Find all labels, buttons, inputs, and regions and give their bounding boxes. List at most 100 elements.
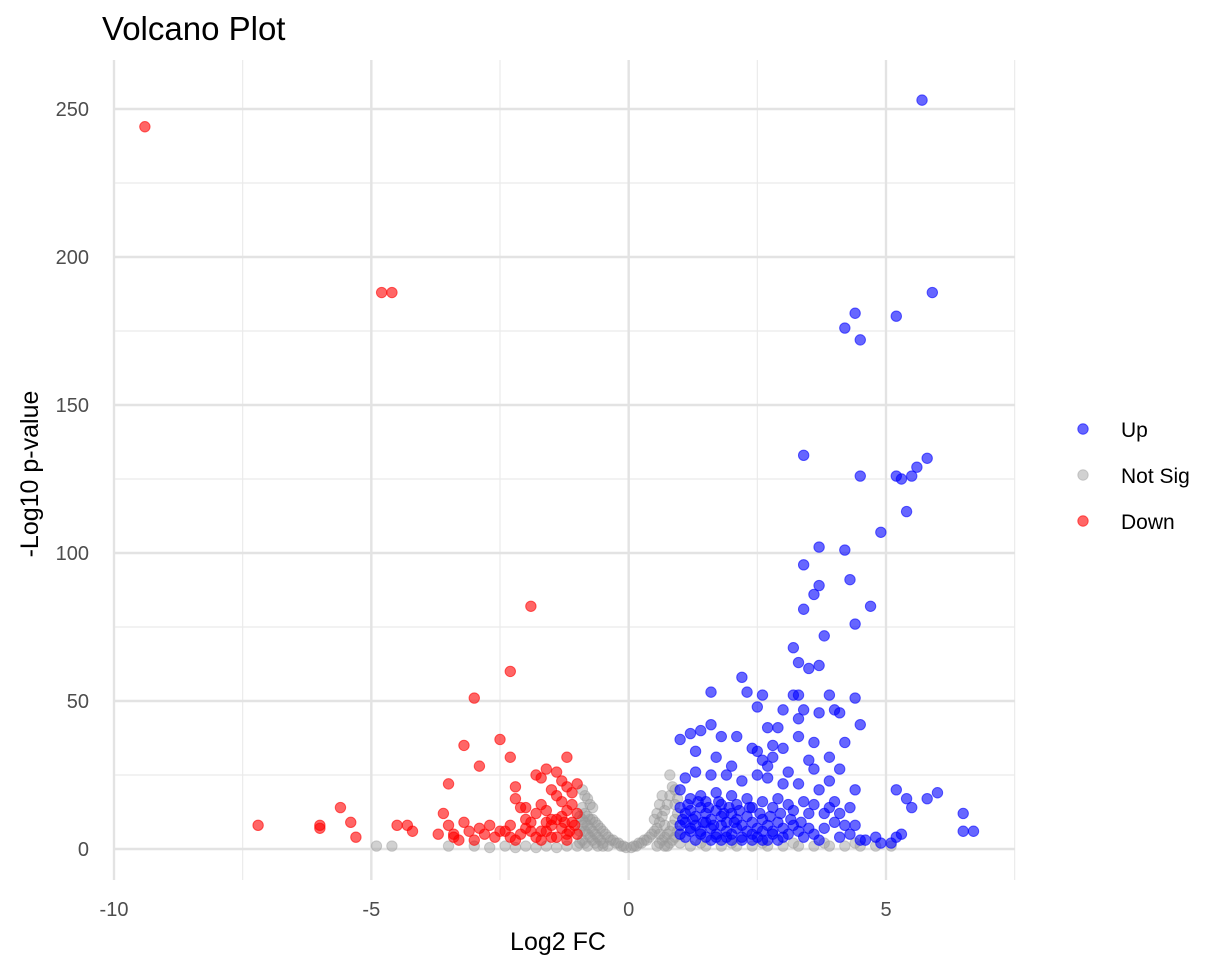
point-up [849, 307, 861, 319]
point-not-sig [586, 813, 599, 826]
point-not-sig [648, 813, 661, 826]
legend-marker-not-sig [1077, 469, 1089, 481]
point-down [504, 751, 516, 763]
y-tick-label: 150 [56, 395, 89, 417]
point-up [813, 659, 825, 672]
point-up [689, 745, 702, 758]
point-down [535, 772, 547, 784]
point-up [792, 713, 805, 725]
point-up [707, 819, 720, 832]
point-up [911, 461, 923, 473]
point-not-sig [633, 837, 645, 849]
point-up [808, 763, 820, 775]
point-up [833, 707, 846, 719]
point-down [571, 778, 583, 790]
point-up [705, 686, 717, 698]
point-up [736, 834, 748, 846]
point-not-sig [646, 828, 658, 840]
point-up [890, 310, 902, 322]
point-not-sig [586, 834, 599, 846]
point-down [442, 819, 455, 832]
point-up [674, 733, 686, 746]
point-up [797, 704, 810, 716]
point-up [777, 704, 789, 716]
point-up [697, 816, 709, 829]
point-up [854, 470, 866, 482]
point-not-sig [584, 813, 596, 826]
point-down [545, 831, 558, 843]
point-not-sig [651, 822, 663, 834]
point-up [875, 526, 887, 538]
point-not-sig [604, 834, 617, 846]
point-up [787, 642, 800, 654]
point-up [705, 718, 717, 731]
point-not-sig [653, 798, 666, 811]
point-down [432, 828, 444, 840]
point-down [375, 286, 388, 299]
point-up [774, 807, 787, 820]
point-up [792, 656, 805, 669]
point-down [391, 819, 403, 832]
point-down [345, 816, 357, 829]
point-down [386, 286, 398, 299]
point-not-sig [638, 834, 650, 846]
point-up [705, 769, 717, 781]
point-up [725, 790, 738, 802]
point-up [792, 730, 805, 743]
point-not-sig [579, 816, 591, 829]
point-down [489, 831, 501, 843]
point-up [725, 760, 738, 772]
point-not-sig [592, 831, 604, 843]
point-up [890, 784, 902, 796]
point-up [764, 810, 776, 823]
point-up [849, 692, 861, 704]
point-down [458, 739, 470, 752]
chart-title: Volcano Plot [102, 10, 285, 47]
point-down [558, 816, 571, 829]
point-up [813, 784, 825, 796]
x-tick-label: -10 [100, 899, 129, 921]
point-not-sig [499, 840, 511, 852]
point-down [540, 816, 553, 829]
point-up [906, 801, 918, 814]
point-up [957, 825, 969, 837]
point-up [702, 801, 715, 814]
point-up [733, 804, 746, 817]
point-not-sig [610, 837, 622, 849]
point-not-sig [656, 790, 668, 802]
point-up [808, 798, 820, 811]
point-not-sig [550, 841, 563, 854]
point-up [756, 689, 769, 701]
point-up [833, 831, 846, 843]
point-down [473, 760, 486, 772]
point-not-sig [584, 831, 596, 843]
point-down [468, 692, 480, 704]
point-up [777, 831, 789, 843]
point-up [767, 739, 779, 752]
point-up [849, 819, 861, 832]
point-not-sig [597, 825, 609, 837]
point-down [509, 781, 522, 793]
point-down [334, 801, 347, 814]
point-not-sig [589, 816, 601, 829]
point-up [854, 334, 866, 346]
point-up [761, 721, 774, 734]
point-up [756, 834, 769, 846]
point-up [692, 795, 704, 808]
point-not-sig [579, 790, 591, 802]
point-not-sig [589, 828, 601, 840]
y-tick-label: 100 [56, 543, 89, 565]
point-not-sig [823, 840, 836, 852]
point-up [926, 286, 939, 299]
point-down [442, 778, 455, 790]
legend: Up Not Sig Down [1077, 419, 1190, 534]
point-up [916, 94, 928, 106]
point-up [849, 784, 861, 796]
point-not-sig [617, 840, 630, 852]
point-up [900, 505, 913, 518]
point-up [725, 834, 738, 846]
x-tick-label: 5 [880, 899, 891, 921]
point-up [844, 801, 856, 814]
point-up [808, 588, 820, 601]
point-not-sig [612, 837, 625, 849]
